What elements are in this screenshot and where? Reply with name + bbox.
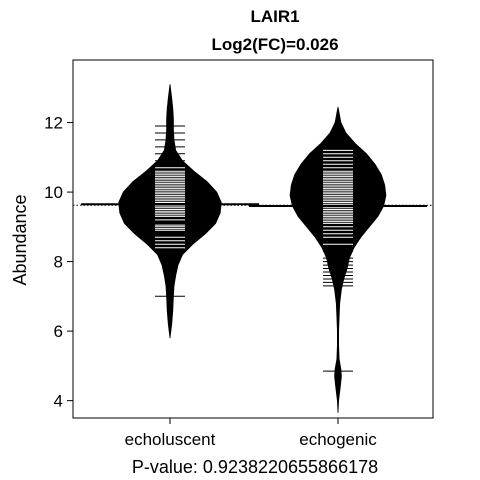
plot-area xyxy=(73,84,433,413)
bean-echoluscent xyxy=(81,84,259,339)
y-tick-label: 10 xyxy=(44,183,63,202)
bean-shape xyxy=(289,106,387,413)
y-axis-label: Abundance xyxy=(10,194,30,285)
y-tick-label: 4 xyxy=(54,392,63,411)
axes: echoluscent echogenic 4 6 8 10 12 xyxy=(44,114,377,449)
chart-title: LAIR1 xyxy=(250,7,299,26)
x-axis-label: P-value: 0.9238220655866178 xyxy=(132,457,378,477)
plot-frame xyxy=(72,59,434,419)
x-tick-label: echogenic xyxy=(299,430,377,449)
chart-subtitle: Log2(FC)=0.026 xyxy=(211,35,338,54)
bean-echogenic xyxy=(249,106,427,413)
y-tick-label: 12 xyxy=(44,114,63,133)
y-tick-label: 6 xyxy=(54,322,63,341)
x-tick-label: echoluscent xyxy=(125,430,216,449)
y-tick-label: 8 xyxy=(54,253,63,272)
